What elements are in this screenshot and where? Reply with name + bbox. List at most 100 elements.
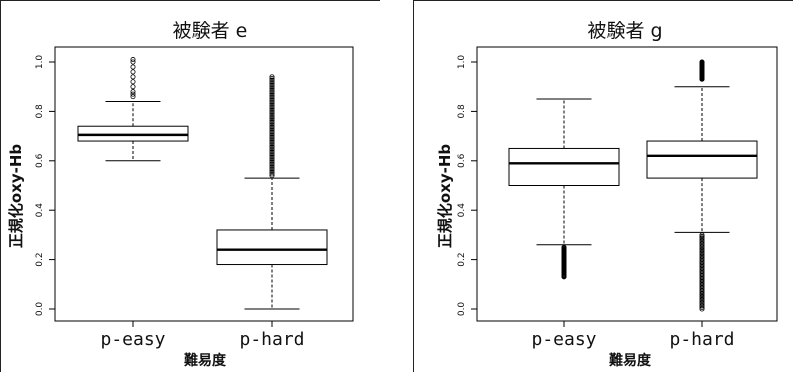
outlier-point [269, 101, 275, 107]
x-axis-label: 難易度 [184, 352, 227, 369]
outlier-point [269, 97, 275, 103]
y-tick-label: 0.0 [35, 302, 45, 317]
outlier-point [269, 102, 275, 108]
panel-subject-g: 被験者 g 正規化oxy-Hb 難易度 0.0 0.2 0.4 0.6 0.8 1.0 p… [436, 20, 778, 369]
outlier-point [699, 233, 705, 239]
outlier-point [269, 77, 275, 83]
outlier-point [269, 136, 275, 142]
outlier-point [269, 134, 275, 140]
x-axis-label: 難易度 [609, 352, 652, 369]
outlier-point [269, 156, 275, 162]
outlier-point [269, 75, 275, 81]
box-p-hard [216, 74, 328, 310]
y-axis-ticks: 0.0 0.2 0.4 0.6 0.8 1.0 [457, 55, 478, 317]
outlier-point [269, 82, 275, 88]
x-axis-ticks: p-easy p-hard [100, 321, 305, 350]
outlier-point [269, 122, 275, 128]
outlier-point [269, 111, 275, 117]
outlier-point [699, 59, 705, 65]
outlier-point [130, 91, 136, 97]
outlier-point [269, 106, 275, 112]
outlier-point [269, 151, 275, 157]
outlier-point [269, 142, 275, 148]
panel-subject-e-frame [0, 0, 380, 372]
outlier-point [269, 116, 275, 122]
outlier-point [269, 94, 275, 100]
y-tick-label: 1.0 [457, 55, 467, 70]
iqr-box [77, 125, 189, 142]
outlier-point [269, 166, 275, 172]
outlier-point [269, 153, 275, 159]
outlier-point [699, 235, 705, 241]
outlier-point [269, 169, 275, 175]
outlier-point [269, 137, 275, 143]
x-tick-label: p-easy [100, 329, 165, 350]
outlier-point [269, 89, 275, 95]
panel-subject-g-frame [413, 0, 793, 372]
outlier-point [269, 154, 275, 160]
outlier-point [130, 89, 136, 95]
outlier-point [269, 164, 275, 170]
outlier-point [130, 94, 136, 100]
outlier-point [269, 161, 275, 167]
outlier-point [130, 74, 136, 80]
outlier-point [130, 84, 136, 90]
outlier-point [269, 139, 275, 145]
outlier-point [269, 129, 275, 135]
outlier-point [269, 119, 275, 125]
y-tick-label: 0.0 [457, 302, 467, 317]
outlier-point [269, 84, 275, 90]
outlier-point [269, 159, 275, 165]
outlier-point [269, 117, 275, 123]
y-tick-label: 0.2 [457, 252, 467, 266]
x-tick-label: p-easy [531, 329, 596, 350]
outlier-point [130, 79, 136, 85]
y-tick-label: 0.6 [35, 153, 45, 168]
outlier-point [269, 163, 275, 169]
box-p-easy [77, 57, 189, 162]
y-axis-ticks: 0.0 0.2 0.4 0.6 0.8 1.0 [35, 55, 56, 317]
outlier-point [269, 144, 275, 150]
iqr-box [508, 147, 620, 186]
outlier-point [269, 86, 275, 92]
box-p-easy [508, 98, 620, 280]
plot-area-border [54, 46, 354, 322]
y-tick-label: 0.8 [35, 104, 45, 119]
outlier-point [269, 149, 275, 155]
outlier-point [269, 171, 275, 177]
y-tick-label: 0.4 [35, 203, 45, 218]
y-tick-label: 0.2 [35, 252, 45, 266]
outlier-point [269, 109, 275, 115]
outlier-point [269, 74, 275, 80]
box-group [77, 57, 328, 310]
box-group [508, 59, 758, 312]
iqr-box [646, 140, 758, 179]
outlier-point [269, 91, 275, 97]
outlier-point [130, 69, 136, 75]
y-tick-label: 0.8 [457, 104, 467, 119]
outlier-point [130, 64, 136, 70]
outlier-point [269, 92, 275, 98]
chart-title: 被験者 e [173, 20, 248, 42]
x-tick-label: p-hard [669, 329, 734, 350]
outlier-point [269, 168, 275, 174]
outlier-point [269, 131, 275, 137]
outlier-point [269, 124, 275, 130]
outlier-point [130, 59, 136, 65]
chart-title: 被験者 g [587, 20, 662, 42]
y-tick-label: 0.4 [457, 203, 467, 218]
outlier-point [269, 127, 275, 133]
outlier-point [269, 107, 275, 113]
outlier-point [269, 126, 275, 132]
outlier-point [269, 121, 275, 127]
outlier-point [561, 244, 567, 250]
outlier-point [269, 148, 275, 154]
outlier-point [269, 87, 275, 93]
box-p-hard [646, 59, 758, 312]
y-axis-label: 正規化oxy-Hb [436, 144, 454, 249]
outlier-point [269, 79, 275, 85]
outlier-point [130, 57, 136, 63]
y-axis-label: 正規化oxy-Hb [7, 144, 25, 249]
panel-subject-e: 被験者 e 正規化oxy-Hb 難易度 0.0 0.2 0.4 0.6 0.8 1.0 p… [7, 20, 354, 369]
outlier-point [269, 114, 275, 120]
